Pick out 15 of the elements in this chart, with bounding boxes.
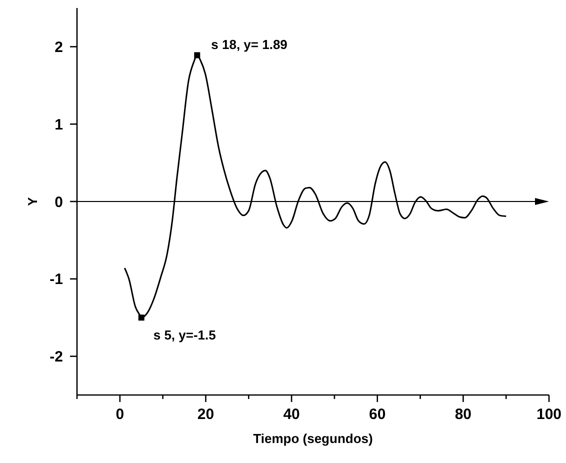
y-tick-label: 1 [54, 116, 63, 134]
y-tick-label: -2 [50, 348, 63, 366]
x-tick-label: 80 [454, 406, 472, 423]
annotation: s 18, y= 1.89 [211, 37, 288, 52]
y-axis-title: Y [25, 196, 40, 206]
x-tick-label: 20 [197, 406, 214, 423]
annotation: s 5, y=-1.5 [153, 328, 216, 343]
x-tick-label: 0 [116, 406, 124, 423]
x-tick-label: 60 [369, 406, 386, 423]
y-tick-label: -1 [50, 271, 63, 288]
x-axis-title: Tiempo (segundos) [253, 431, 373, 446]
y-tick-label: 2 [54, 38, 63, 56]
x-tick-label: 40 [283, 406, 300, 423]
x-tick-label: 100 [536, 406, 562, 423]
y-tick-label: 0 [54, 194, 63, 211]
